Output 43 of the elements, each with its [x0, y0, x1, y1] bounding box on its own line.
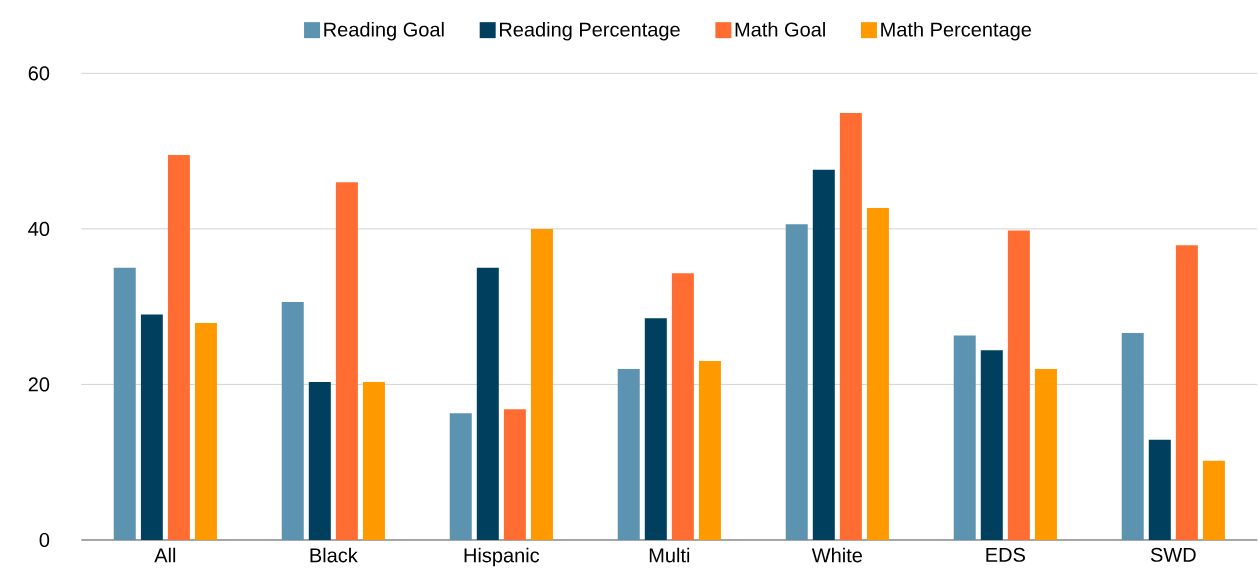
bar: [866, 207, 889, 540]
y-tick-label: 60: [28, 66, 50, 81]
bar: [281, 301, 304, 540]
x-tick-label: Black: [310, 547, 358, 563]
bar: [335, 182, 358, 540]
bar: [167, 155, 190, 540]
bar: [839, 113, 862, 540]
bar: [785, 224, 808, 540]
bar: [1034, 368, 1057, 540]
bar: [1202, 460, 1225, 540]
bar: [953, 335, 976, 540]
bar: [503, 409, 526, 540]
x-tick-label: White: [811, 547, 862, 563]
x-tick-label: All: [154, 547, 176, 563]
bar: [308, 382, 331, 540]
bar: [1121, 333, 1144, 540]
bar: [530, 228, 553, 540]
bar: [194, 322, 217, 540]
y-tick-label: 40: [28, 221, 50, 236]
bar: [812, 169, 835, 540]
bar: [113, 267, 136, 540]
bar: [140, 314, 163, 540]
bar: [698, 361, 721, 540]
bar: [362, 382, 385, 540]
legend-label: Math Goal: [735, 21, 825, 37]
bar: [1007, 230, 1030, 540]
x-tick-label: EDS: [986, 547, 1025, 562]
legend-label: Reading Percentage: [499, 21, 680, 41]
y-tick-label: 0: [39, 532, 50, 548]
bar: [671, 273, 694, 540]
legend-label: Math Percentage: [881, 21, 1032, 41]
bar: [980, 350, 1003, 540]
legend-label: Reading Goal: [324, 21, 444, 41]
x-tick-label: SWD: [1150, 547, 1196, 562]
y-tick-label: 20: [28, 377, 50, 392]
bar: [1148, 439, 1171, 540]
bar: [476, 267, 499, 540]
bar: [617, 368, 640, 540]
x-tick-label: Hispanic: [464, 547, 540, 567]
bar: [449, 413, 472, 540]
bar: [1175, 245, 1198, 540]
bar: [644, 318, 667, 540]
x-tick-label: Multi: [649, 547, 690, 563]
